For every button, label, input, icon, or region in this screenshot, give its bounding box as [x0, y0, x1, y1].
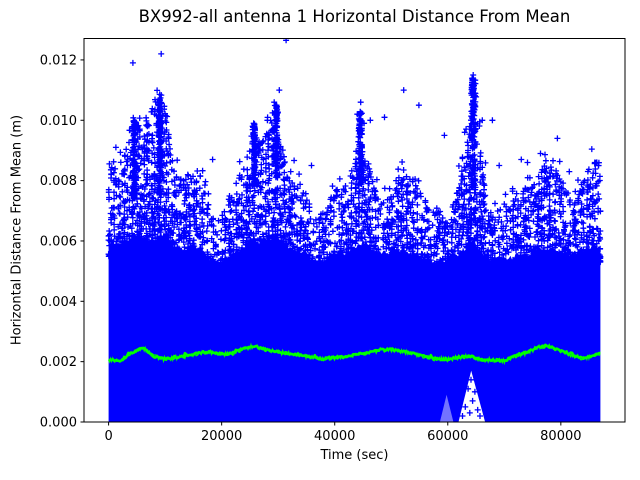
gap-artifact-secondary [439, 394, 454, 422]
solid-region [108, 232, 601, 422]
y-tick-label: 0.004 [40, 295, 77, 310]
x-tick-label: 80000 [540, 429, 581, 444]
x-tick-label: 40000 [314, 429, 355, 444]
x-tick-label: 60000 [427, 429, 468, 444]
mean-line-fuzz [108, 342, 601, 366]
plot-data-layer [105, 38, 604, 422]
scatter-points [105, 38, 604, 419]
x-axis-label: Time (sec) [320, 448, 389, 463]
y-tick-label: 0.010 [40, 114, 77, 129]
y-tick-label: 0.000 [40, 416, 77, 431]
axes-frame [83, 38, 626, 423]
y-tick-label: 0.012 [40, 53, 77, 68]
x-tick-label: 20000 [201, 429, 242, 444]
y-tick-label: 0.002 [40, 355, 77, 370]
chart-title: BX992-all antenna 1 Horizontal Distance … [138, 7, 571, 26]
y-tick-label: 0.006 [40, 234, 77, 249]
x-tick-label: 0 [104, 429, 112, 444]
y-tick-label: 0.008 [40, 174, 77, 189]
